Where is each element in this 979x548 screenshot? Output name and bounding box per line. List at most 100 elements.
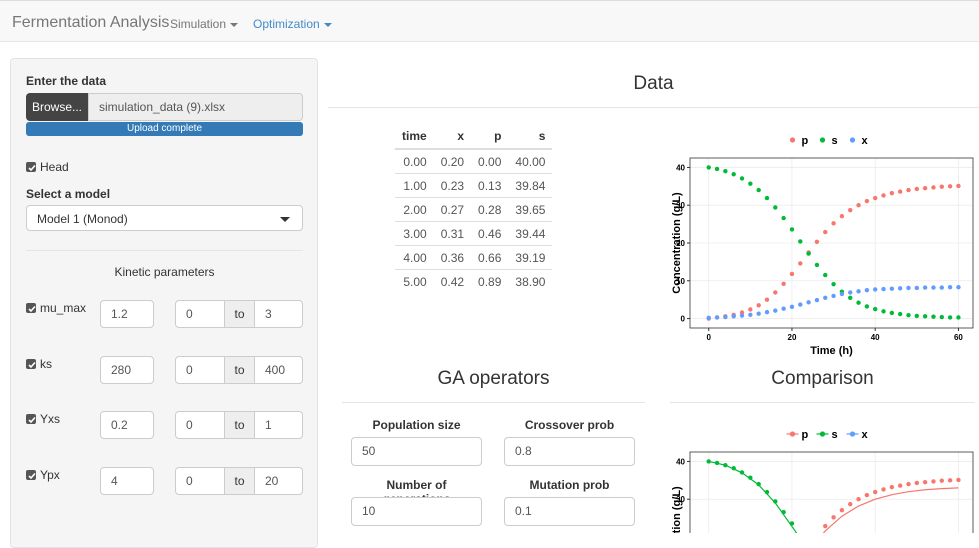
legend-marker (789, 137, 796, 143)
checkbox[interactable] (26, 303, 36, 313)
y-tick-label: 20 (676, 239, 685, 248)
menu-simulation[interactable]: Simulation (170, 17, 239, 31)
table-cell: 0.46 (471, 221, 509, 246)
data-point (856, 300, 861, 305)
field-input[interactable]: 10 (351, 497, 482, 526)
data-point (748, 307, 753, 312)
param-max[interactable]: 20 (254, 466, 303, 495)
field-label: Population size (372, 418, 461, 432)
y-tick-label: 30 (676, 201, 685, 210)
param-max[interactable]: 400 (254, 355, 303, 384)
table-header: time x p s (395, 124, 553, 150)
data-point (823, 523, 828, 529)
table-cell: 2.00 (395, 197, 434, 222)
plot-panel (690, 452, 973, 533)
data-point (739, 310, 745, 315)
data-point (848, 295, 853, 300)
data-point (781, 215, 786, 221)
param-min[interactable]: 0 (175, 355, 225, 384)
data-point (839, 291, 845, 297)
data-point (922, 186, 928, 191)
data-point (798, 302, 803, 307)
table-cell: 3.00 (395, 221, 434, 246)
data-point (856, 497, 861, 502)
file-name: simulation_data (9).xlsx (88, 93, 303, 121)
param-name: Ypx (40, 467, 60, 482)
data-point (764, 309, 770, 315)
param-max[interactable]: 1 (254, 411, 303, 439)
data-point (922, 480, 928, 485)
data-point (823, 295, 828, 300)
data-point (906, 285, 911, 291)
data-point (939, 285, 944, 290)
checkbox[interactable] (26, 414, 36, 424)
param-min[interactable]: 0 (175, 466, 225, 495)
table-cell: 0.00 (471, 148, 509, 174)
data-point (798, 239, 803, 244)
data-point (773, 499, 778, 504)
table-row: 2.00 0.27 0.28 39.65 (395, 197, 553, 222)
data-point (931, 185, 936, 190)
select-model[interactable]: Model 1 (Monod) (26, 205, 303, 231)
data-point (706, 459, 711, 464)
data-point (897, 286, 903, 291)
x-tick-label: 0 (707, 333, 712, 342)
param-max[interactable]: 3 (254, 300, 303, 328)
data-point (814, 239, 820, 245)
heading: Data (633, 73, 674, 94)
data-point (781, 281, 786, 286)
check-mark (28, 305, 36, 313)
divider (670, 402, 975, 403)
data-point (906, 312, 911, 318)
checkbox[interactable] (26, 358, 36, 369)
data-point (931, 285, 936, 290)
data-point (939, 478, 944, 483)
data-point (723, 463, 728, 468)
checkbox[interactable] (26, 162, 36, 172)
param-value[interactable]: 4 (100, 466, 154, 495)
column-header: x (433, 124, 472, 150)
table-cell: 0.28 (471, 197, 509, 222)
y-tick-label: 40 (676, 163, 685, 172)
data-point (714, 315, 720, 320)
checkbox[interactable] (26, 469, 36, 480)
data-point (739, 313, 745, 318)
browse-button[interactable]: Browse... (26, 93, 88, 121)
column-header: p (471, 124, 509, 150)
select-value: Model 1 (Monod) (37, 212, 128, 226)
data-point (814, 297, 820, 303)
legend-label: s (832, 429, 838, 441)
param-min[interactable]: 0 (175, 300, 225, 328)
field-input[interactable]: 50 (351, 437, 482, 466)
table-cell: 0.42 (433, 269, 472, 293)
panel-border (689, 157, 974, 329)
param-value[interactable]: 1.2 (100, 300, 154, 328)
param-min[interactable]: 0 (175, 411, 225, 439)
table-cell: 0.31 (433, 221, 472, 246)
param-value[interactable]: 0.2 (100, 411, 154, 439)
data-point (939, 184, 944, 189)
field-input[interactable]: 0.8 (504, 437, 635, 466)
table-cell: 39.84 (508, 173, 553, 198)
data-point (839, 213, 845, 219)
field-input[interactable]: 0.1 (504, 497, 635, 526)
data-point (906, 481, 911, 487)
data-point (789, 304, 795, 310)
data-point (731, 466, 736, 471)
data-point (798, 261, 803, 266)
data-point (848, 290, 853, 295)
data-point (947, 315, 953, 320)
param-value[interactable]: 280 (100, 355, 154, 384)
brand[interactable]: Fermentation Analysis (12, 14, 170, 31)
data-point (956, 477, 961, 483)
panel-border (689, 451, 974, 533)
range-separator: to (224, 300, 255, 328)
menu-optimization[interactable]: Optimization (253, 17, 332, 31)
table-cell: 4.00 (395, 245, 434, 270)
check-mark (28, 164, 36, 172)
data-point (872, 287, 878, 292)
label: Select a model (26, 187, 111, 201)
caret (323, 22, 332, 27)
